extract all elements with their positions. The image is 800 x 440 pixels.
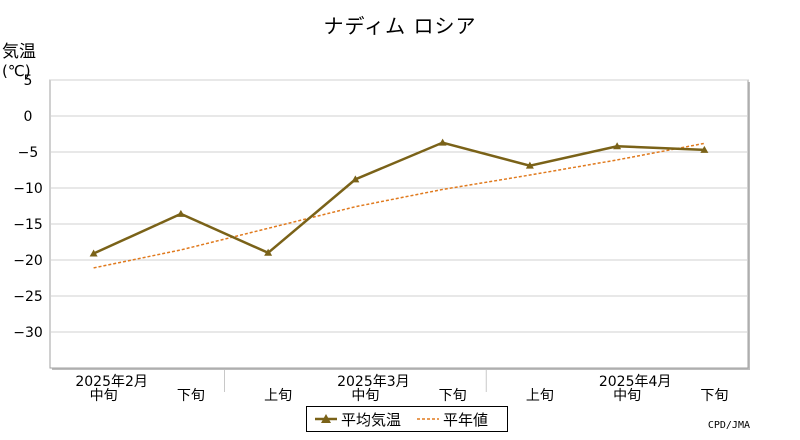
- y-tick-label: −20: [13, 253, 43, 269]
- legend-normal-label: 平年値: [443, 410, 489, 429]
- y-tick-label: −10: [13, 181, 43, 197]
- series-average: [89, 138, 709, 257]
- grid-lines: [50, 79, 748, 333]
- x-tick-label: 上旬: [526, 388, 554, 404]
- y-tick-label: −15: [13, 217, 43, 233]
- x-axis-ticks: 中旬 下旬 上旬 中旬 下旬 上旬 中旬 下旬 2025年2月 2025年3月 2025年4月: [75, 370, 728, 404]
- legend: 平均気温 平年値: [306, 406, 508, 432]
- average-point: [264, 248, 273, 256]
- x-tick-label: 中旬: [90, 388, 118, 404]
- legend-average-marker-icon: [315, 414, 337, 423]
- series-normal: [93, 142, 705, 269]
- normal-series-line: [93, 142, 705, 269]
- x-tick-label: 下旬: [439, 388, 467, 404]
- credit-text: CPD/JMA: [707, 420, 750, 431]
- legend-item-normal: 平年値: [417, 409, 488, 430]
- y-tick-label: 0: [24, 109, 33, 125]
- x-tick-label: 中旬: [351, 388, 379, 404]
- x-month-label: 2025年4月: [599, 374, 672, 390]
- x-tick-label: 中旬: [613, 388, 641, 404]
- x-month-label: 2025年3月: [337, 374, 410, 390]
- x-tick-label: 下旬: [177, 388, 205, 404]
- legend-average-label: 平均気温: [341, 410, 402, 429]
- x-month-label: 2025年2月: [75, 374, 148, 390]
- average-point: [613, 142, 622, 150]
- average-point: [351, 175, 360, 183]
- average-point: [89, 249, 98, 257]
- y-tick-label: 5: [24, 73, 33, 89]
- y-tick-label: −25: [13, 289, 43, 305]
- y-axis-label: 気温: [2, 42, 36, 62]
- chart-title: ナディム ロシア: [323, 14, 477, 38]
- y-axis-ticks: 5 0 −5 −10 −15 −20 −25 −30: [13, 73, 43, 341]
- average-point: [438, 138, 447, 146]
- average-point: [700, 145, 709, 153]
- y-tick-label: −30: [13, 325, 43, 341]
- average-point: [525, 161, 534, 169]
- y-axis-unit: (℃): [2, 62, 31, 80]
- x-tick-label: 上旬: [264, 388, 292, 404]
- average-point: [176, 209, 185, 217]
- legend-normal-line-icon: [417, 418, 440, 420]
- legend-item-average: 平均気温: [315, 409, 401, 430]
- average-series-line: [93, 141, 705, 255]
- x-tick-label: 下旬: [700, 388, 728, 404]
- y-tick-label: −5: [18, 145, 39, 161]
